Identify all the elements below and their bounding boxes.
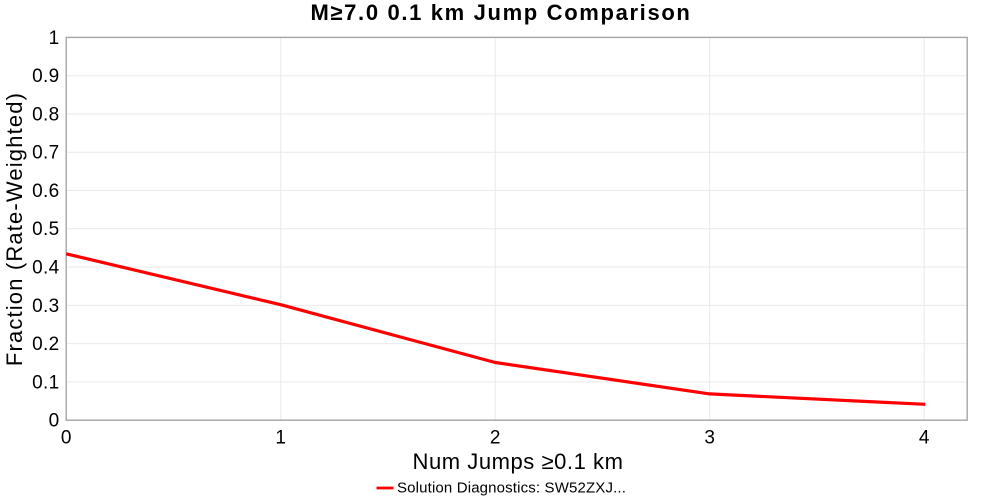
svg-text:0.5: 0.5 (32, 219, 59, 240)
svg-text:2: 2 (490, 427, 501, 448)
svg-text:3: 3 (704, 427, 715, 448)
svg-text:0.1: 0.1 (32, 372, 59, 393)
svg-text:0.4: 0.4 (32, 258, 59, 279)
svg-text:M≥7.0 0.1 km Jump Comparison: M≥7.0 0.1 km Jump Comparison (310, 0, 691, 25)
svg-text:0.6: 0.6 (32, 181, 59, 202)
svg-text:0.7: 0.7 (32, 143, 59, 164)
svg-text:0.2: 0.2 (32, 334, 59, 355)
svg-text:Num Jumps ≥0.1 km: Num Jumps ≥0.1 km (413, 449, 624, 474)
svg-text:0.8: 0.8 (32, 104, 59, 125)
svg-text:Solution Diagnostics: SW52ZXJ.: Solution Diagnostics: SW52ZXJ... (397, 480, 626, 497)
svg-text:0: 0 (61, 427, 72, 448)
svg-text:0: 0 (49, 411, 60, 432)
svg-text:0.9: 0.9 (32, 66, 59, 87)
svg-text:1: 1 (49, 28, 60, 49)
svg-text:0.3: 0.3 (32, 296, 59, 317)
svg-text:4: 4 (919, 427, 930, 448)
svg-text:1: 1 (275, 427, 286, 448)
svg-text:Fraction (Rate-Weighted): Fraction (Rate-Weighted) (2, 92, 27, 366)
